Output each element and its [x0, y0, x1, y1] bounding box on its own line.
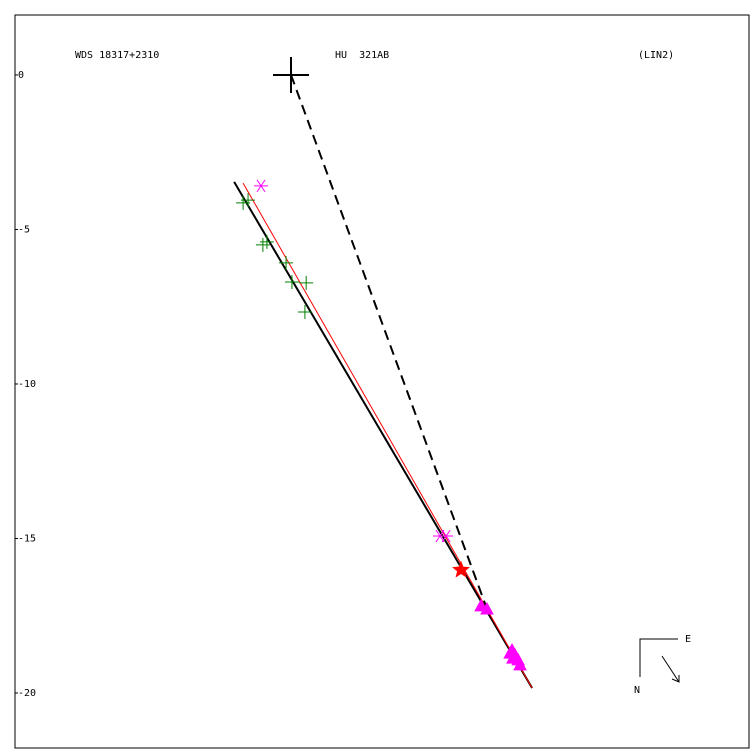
data-point: [284, 274, 299, 289]
y-tick-label: -10: [18, 379, 36, 390]
y-tick-label: -5: [18, 224, 30, 235]
wds-label: WDS 18317+2310: [75, 50, 159, 61]
y-tick-label: -15: [18, 533, 36, 544]
data-point: [241, 193, 256, 208]
data-point: [297, 304, 312, 319]
system-label: HU 321AB: [335, 50, 389, 61]
data-point: [259, 234, 274, 249]
data-point: [452, 560, 470, 578]
data-point: [279, 255, 294, 270]
data-point: [480, 601, 494, 615]
data-point: [299, 275, 314, 290]
fit-line: [242, 182, 533, 689]
y-tick-label: -20: [18, 688, 36, 699]
data-point: [503, 646, 517, 659]
compass: E N: [634, 634, 691, 696]
fit-line: [290, 74, 488, 610]
data-point: [255, 237, 270, 252]
compass-north: N: [634, 685, 640, 696]
frame: [14, 14, 750, 749]
data-point: [513, 657, 527, 671]
data-point: [439, 529, 454, 543]
orbit-label: (LIN2): [638, 50, 674, 61]
y-tick-label: 0: [18, 70, 24, 81]
primary-star: [273, 56, 310, 93]
compass-east: E: [685, 634, 691, 645]
data-point: [254, 179, 269, 193]
